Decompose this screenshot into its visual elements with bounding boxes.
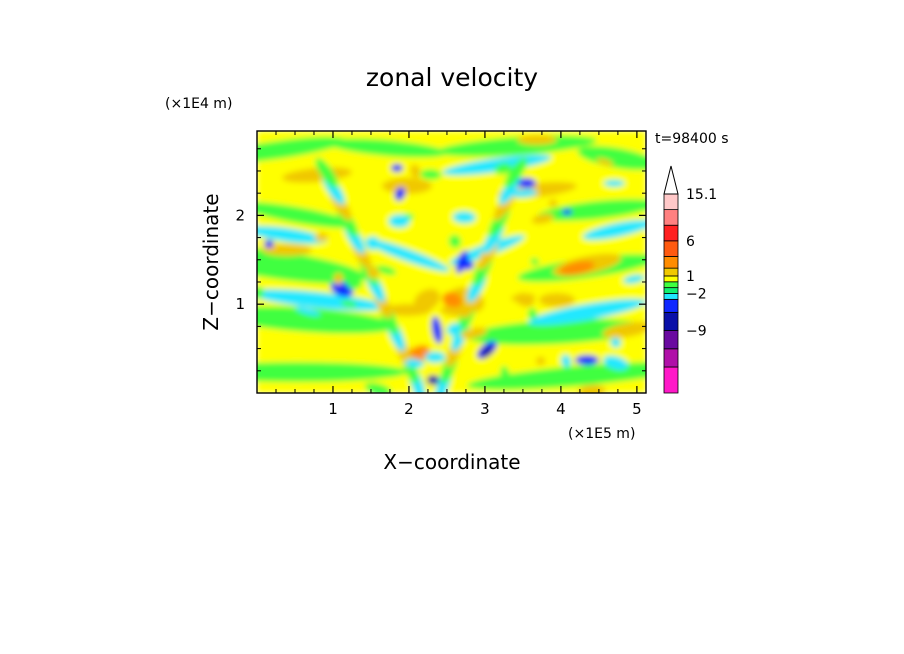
y-tick-label: 1	[235, 295, 245, 313]
x-tick-label: 2	[404, 400, 414, 418]
colorbar-segment	[663, 275, 679, 283]
colorbar-segment	[663, 281, 679, 289]
colorbar-label: 15.1	[686, 187, 717, 203]
y-tick-label: 2	[235, 206, 245, 224]
x-axis: 1 2 3 4 5	[275, 131, 642, 418]
colorbar-label: 1	[686, 269, 695, 285]
colorbar-segment	[663, 366, 679, 394]
colorbar-segment	[663, 209, 679, 226]
colorbar-segment	[663, 293, 679, 300]
x-axis-label: X−coordinate	[383, 450, 520, 474]
x-tick-label: 1	[328, 400, 338, 418]
colorbar-segment	[663, 287, 679, 294]
time-label: t=98400 s	[655, 131, 729, 147]
plot-frame	[256, 130, 647, 394]
y-axis-label: Z−coordinate	[199, 193, 223, 330]
colorbar-extend-arrow	[663, 165, 679, 195]
colorbar-segment	[663, 298, 679, 313]
contour-field	[257, 131, 646, 393]
colorbar-segment	[663, 193, 679, 211]
colorbar-segment	[663, 330, 679, 350]
colorbar-label: 6	[686, 234, 695, 250]
colorbar-label: −9	[686, 324, 707, 340]
colorbar-segment	[663, 311, 679, 331]
y-scale-label: (×1E4 m)	[165, 96, 232, 112]
colorbar: 15.1 6 1 −2 −9	[663, 165, 717, 394]
colorbar-segment	[663, 256, 679, 269]
colorbar-label: −2	[686, 287, 707, 303]
x-tick-label: 3	[480, 400, 490, 418]
colorbar-segment	[663, 240, 679, 257]
y-axis: 12	[235, 148, 646, 372]
colorbar-segment	[663, 348, 679, 368]
chart-title: zonal velocity	[366, 63, 538, 92]
x-tick-label: 5	[632, 400, 642, 418]
x-scale-label: (×1E5 m)	[568, 426, 635, 442]
colorbar-segment	[663, 224, 679, 242]
colorbar-segment	[663, 267, 679, 277]
x-tick-label: 4	[556, 400, 566, 418]
